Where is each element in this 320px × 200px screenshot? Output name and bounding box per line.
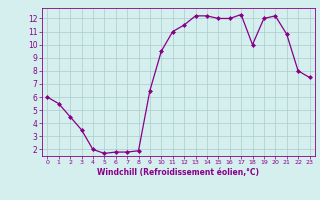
X-axis label: Windchill (Refroidissement éolien,°C): Windchill (Refroidissement éolien,°C) — [97, 168, 260, 177]
